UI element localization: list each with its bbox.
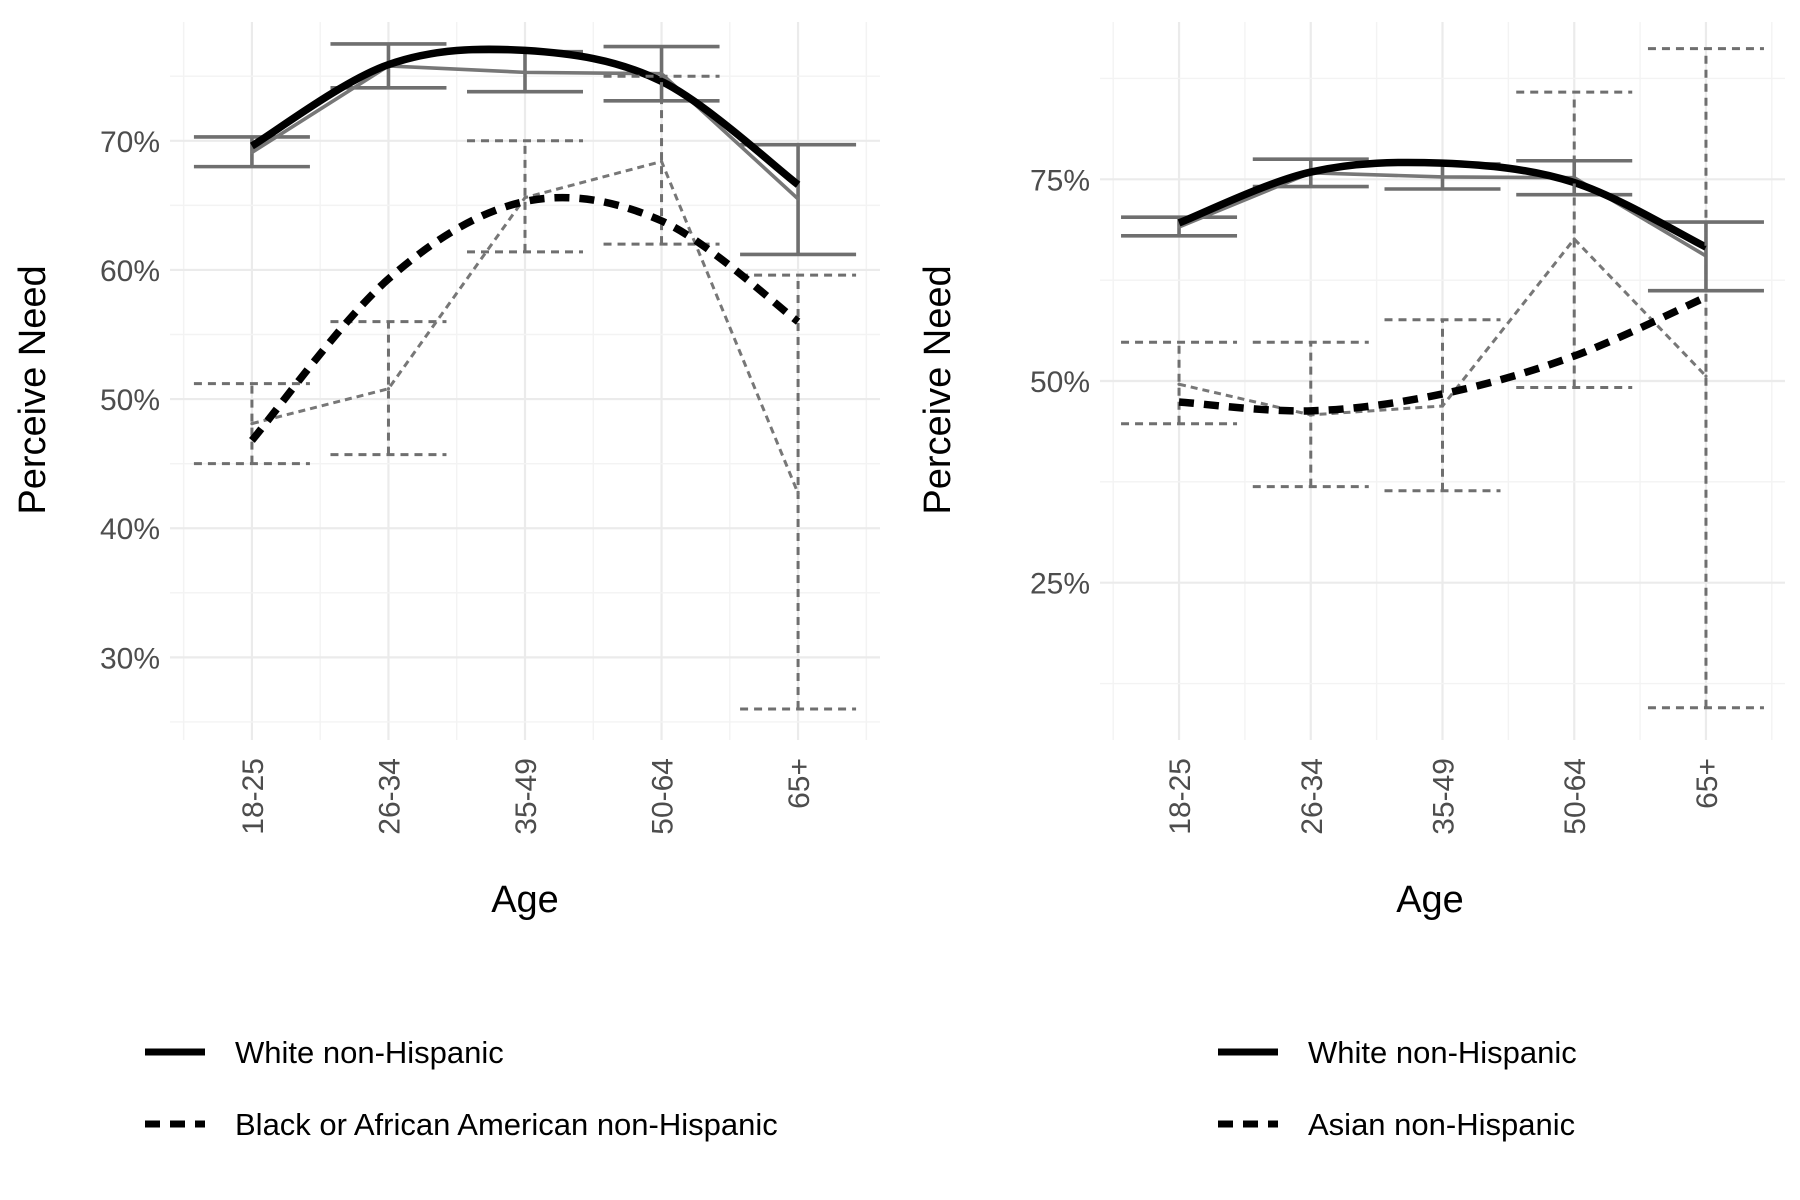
data-point — [1177, 382, 1181, 386]
x-tick-label: 50-64 — [647, 758, 680, 835]
legend-label: White non-Hispanic — [1308, 1035, 1577, 1070]
y-tick-label: 60% — [100, 255, 160, 288]
data-point — [523, 196, 527, 200]
fit-curve — [249, 193, 801, 443]
y-tick-label: 30% — [100, 642, 160, 675]
data-point — [796, 197, 800, 201]
y-axis-title: Perceive Need — [917, 265, 959, 514]
y-axis-title: Perceive Need — [12, 265, 54, 514]
grid — [1100, 22, 1785, 740]
x-axis-title: Age — [491, 879, 559, 921]
data-point — [1440, 175, 1445, 179]
data-point — [250, 150, 254, 155]
series-dashed — [193, 74, 857, 711]
data-point — [1704, 374, 1708, 378]
x-tick-label: 18-25 — [1164, 758, 1197, 835]
x-tick-label: 35-49 — [1428, 758, 1461, 835]
data-point — [523, 70, 527, 74]
data-point — [659, 72, 664, 76]
fit-curve — [250, 45, 801, 188]
y-tick-label: 40% — [100, 513, 160, 546]
data-point — [1177, 225, 1181, 229]
legend-label: Asian non-Hispanic — [1308, 1107, 1575, 1142]
x-tick-label: 50-64 — [1559, 758, 1592, 835]
legend-label: Black or African American non-Hispanic — [235, 1107, 778, 1142]
x-tick-label: 26-34 — [373, 758, 406, 835]
fit-curve — [1177, 158, 1708, 251]
x-axis-title: Age — [1396, 879, 1464, 921]
fit-curve — [1178, 293, 1708, 415]
y-tick-label: 75% — [1030, 164, 1090, 197]
series-solid — [193, 42, 857, 257]
data-point — [386, 387, 391, 391]
legend-item: White non-Hispanic — [1218, 1035, 1577, 1070]
x-tick-label: 65+ — [1691, 758, 1724, 809]
legend-label: White non-Hispanic — [235, 1035, 504, 1070]
legend-item: Asian non-Hispanic — [1218, 1107, 1575, 1142]
y-tick-label: 25% — [1030, 568, 1090, 601]
data-point — [250, 422, 254, 426]
y-tick-label: 70% — [100, 126, 160, 159]
data-point — [659, 159, 664, 164]
series-dashed — [1121, 47, 1764, 710]
y-tick-label: 50% — [1030, 366, 1090, 399]
x-tick-label: 65+ — [783, 758, 816, 809]
x-tick-label: 18-25 — [237, 758, 270, 835]
data-point — [1440, 404, 1445, 408]
panel-right-chart: 25% 50% 75% 18-25 26-34 35-49 50-64 65+ Age Perce… — [917, 22, 1785, 1142]
grid — [170, 22, 880, 740]
legend-item: Black or African American non-Hispanic — [145, 1107, 778, 1142]
y-tick-label: 50% — [100, 384, 160, 417]
x-tick-label: 26-34 — [1296, 758, 1329, 835]
data-point — [796, 491, 800, 495]
panel-left-chart: 30% 40% 50% 60% 70% 18-25 26-34 35-49 50-64 65+ Ag… — [12, 22, 880, 1142]
legend-item: White non-Hispanic — [145, 1035, 504, 1070]
data-point — [1572, 237, 1576, 241]
x-tick-label: 35-49 — [510, 758, 543, 835]
